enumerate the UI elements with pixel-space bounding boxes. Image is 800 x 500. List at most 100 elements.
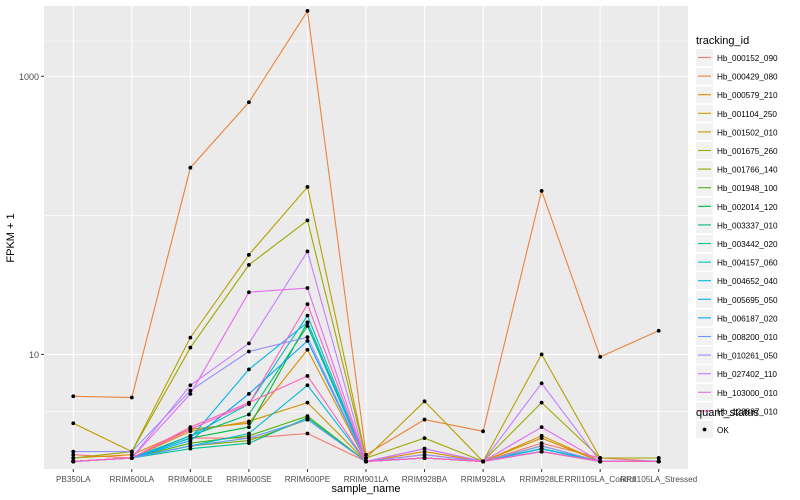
data-point <box>247 100 251 105</box>
data-point <box>247 252 251 257</box>
data-point <box>305 383 310 388</box>
data-point <box>305 339 310 343</box>
grid-major-lines <box>44 6 688 469</box>
legend-item: Hb_001766_140 <box>696 160 778 178</box>
legend-item: Hb_123887_010 <box>696 402 778 420</box>
data-point <box>188 446 193 451</box>
legend-item: Hb_010261_050 <box>696 346 778 364</box>
data-point <box>422 436 427 441</box>
x-tick-label: PB350LA <box>56 475 91 484</box>
data-point <box>656 456 661 460</box>
x-axis-title: sample_name <box>331 483 400 495</box>
legend-label: Hb_103000_010 <box>717 389 778 398</box>
legend-label: Hb_000579_210 <box>717 91 778 100</box>
data-point <box>129 449 134 454</box>
data-point <box>188 335 193 340</box>
legend-item: Hb_002014_120 <box>696 197 778 215</box>
shape-legend-title: quant_status <box>696 407 759 419</box>
data-point <box>539 352 544 357</box>
data-point <box>71 394 76 399</box>
data-point <box>305 302 310 307</box>
data-point <box>305 335 310 340</box>
data-point <box>422 452 427 457</box>
legend-item: Hb_001948_100 <box>696 179 778 197</box>
legend-label: Hb_003442_020 <box>717 240 778 249</box>
data-point <box>422 449 427 454</box>
data-point <box>188 345 193 350</box>
x-tick-label: RRIM928BA <box>402 475 448 484</box>
data-point <box>598 459 603 464</box>
data-point <box>305 9 310 13</box>
x-tick-label: RRIM600LE <box>168 475 213 484</box>
data-point <box>71 459 76 464</box>
point-icon <box>702 427 707 432</box>
data-point <box>539 443 544 448</box>
data-point <box>247 441 251 446</box>
legend-item: Hb_027402_110 <box>696 365 777 383</box>
data-point <box>598 456 603 460</box>
data-point <box>305 313 310 318</box>
legend-tracking-id: tracking_id Hb_000152_090 Hb_000429_080 Hb… <box>696 35 778 420</box>
legend-quant-status: quant_status OK <box>696 407 759 438</box>
data-point <box>656 328 661 333</box>
shape-legend-label: OK <box>717 426 729 435</box>
data-point <box>305 218 310 223</box>
data-point <box>188 388 193 393</box>
legend-item: Hb_000152_090 <box>696 49 778 66</box>
legend-item: Hb_005695_050 <box>696 290 778 308</box>
data-point <box>305 431 310 436</box>
data-point <box>305 286 310 290</box>
legend-label: Hb_004652_040 <box>717 277 778 286</box>
data-point <box>481 459 485 464</box>
data-point <box>247 367 251 372</box>
data-point <box>422 417 427 422</box>
data-point <box>364 459 368 464</box>
legend-label: Hb_000152_090 <box>717 54 778 63</box>
legend-label: Hb_027402_110 <box>717 370 777 379</box>
data-point <box>539 425 544 430</box>
data-point <box>71 449 76 454</box>
data-point <box>305 185 310 189</box>
data-point <box>188 383 193 388</box>
data-point <box>656 459 661 464</box>
legend-label: Hb_001104_250 <box>717 110 777 119</box>
data-point <box>539 449 544 454</box>
series-points <box>71 9 661 464</box>
legend-item: Hb_103000_010 <box>696 383 778 401</box>
legend-label: Hb_002014_120 <box>717 203 778 212</box>
legend-label: Hb_001948_100 <box>717 184 778 193</box>
legend-item: Hb_004157_060 <box>696 253 778 271</box>
legend-item: Hb_008200_010 <box>696 328 778 345</box>
y-axis: 10 1000 <box>19 72 44 360</box>
legend-label: Hb_001675_260 <box>717 147 778 156</box>
legend-label: Hb_003337_010 <box>717 221 778 230</box>
data-point <box>247 263 251 267</box>
data-point <box>71 456 76 460</box>
x-tick-label: RRIM928LE <box>519 475 564 484</box>
legend-label: Hb_006187_020 <box>717 314 778 323</box>
data-point <box>539 441 544 446</box>
x-axis: PB350LA RRIM600LA RRIM600LE RRIM600SE RRIM60… <box>56 469 698 484</box>
legend-label: Hb_000429_080 <box>717 73 778 82</box>
data-point <box>305 374 310 378</box>
data-point <box>305 320 310 325</box>
data-point <box>305 417 310 422</box>
x-tick-label: RRIM928LA <box>461 475 506 484</box>
legend-label: Hb_001766_140 <box>717 166 778 175</box>
data-point <box>598 354 603 359</box>
data-point <box>422 456 427 460</box>
legend-label: Hb_123887_010 <box>717 407 778 416</box>
data-point <box>129 456 134 460</box>
legend-item: Hb_001675_260 <box>696 142 778 159</box>
data-point <box>188 438 193 443</box>
data-point <box>364 452 368 457</box>
data-point <box>539 188 544 193</box>
data-point <box>305 249 310 254</box>
legend-label: Hb_008200_010 <box>717 333 778 342</box>
data-point <box>539 381 544 386</box>
x-tick-label: RRII105LA_Control <box>565 475 636 484</box>
data-point <box>247 412 251 417</box>
x-tick-label: RRIM600SE <box>226 475 272 484</box>
x-tick-label: RRIM901LA <box>344 475 389 484</box>
legend-item: Hb_000579_210 <box>696 86 778 104</box>
